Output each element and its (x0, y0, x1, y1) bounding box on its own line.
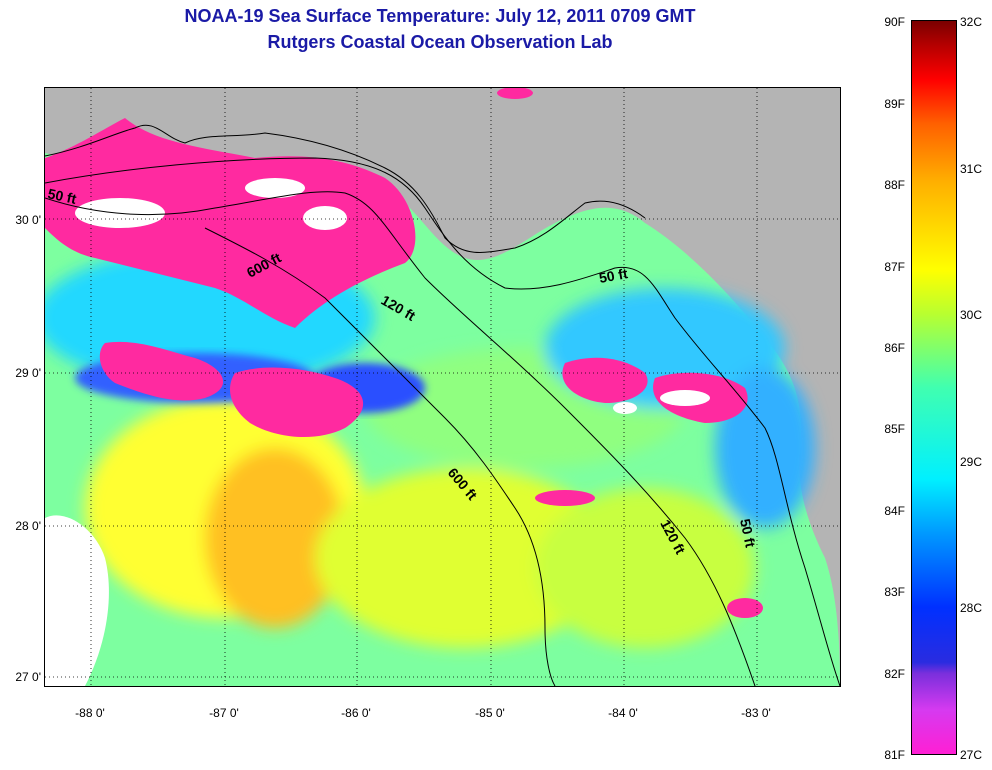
colorbar-c-label: 29C (960, 455, 983, 469)
coastal-cold-patch (727, 598, 763, 618)
sst-map: 50 ft 600 ft 120 ft 50 ft 600 ft 120 ft … (44, 87, 841, 687)
cloud-area (660, 390, 710, 406)
sst-map-canvas: 50 ft 600 ft 120 ft 50 ft 600 ft 120 ft … (45, 88, 840, 686)
colorbar-f-label: 85F (884, 422, 905, 436)
contour-120ft (45, 191, 756, 686)
coastal-cold-patch (497, 88, 533, 99)
contour-label: 50 ft (737, 517, 759, 549)
contour-50ft (45, 157, 840, 686)
longitude-label: -87 0' (209, 706, 239, 720)
colorbar-f-label: 89F (884, 97, 905, 111)
graticule (45, 88, 840, 686)
longitude-label: -85 0' (475, 706, 505, 720)
colorbar-c-label: 32C (960, 15, 983, 29)
colorbar-c-label: 31C (960, 162, 983, 176)
colorbar-f-label: 87F (884, 260, 905, 274)
cloud-area (245, 178, 305, 198)
cloud-area (613, 402, 637, 414)
longitude-label: -88 0' (75, 706, 105, 720)
cloud-area (303, 206, 347, 230)
coastal-cold-patch (562, 357, 648, 403)
coastal-cold-patch (230, 367, 364, 438)
contour-label: 50 ft (46, 185, 78, 207)
cloud-area (45, 515, 109, 686)
longitude-label: -86 0' (341, 706, 371, 720)
colorbar-c-label: 27C (960, 748, 983, 762)
colorbar-f-label: 86F (884, 341, 905, 355)
colorbar-f-label: 81F (884, 748, 905, 762)
colorbar-f-label: 90F (884, 15, 905, 29)
latitude-label: 27 0' (15, 670, 41, 684)
map-title: NOAA-19 Sea Surface Temperature: July 12… (184, 6, 696, 26)
colorbar-f-label: 82F (884, 667, 905, 681)
contour-600ft (204, 227, 556, 686)
coastline (45, 124, 646, 253)
colorbar-f-label: 84F (884, 504, 905, 518)
contour-label: 50 ft (598, 265, 629, 286)
colorbar-c-label: 30C (960, 308, 983, 322)
warm-water-zone (315, 468, 615, 648)
colorbar-f-label: 83F (884, 585, 905, 599)
coastal-cold-patch (45, 118, 416, 328)
longitude-label: -84 0' (608, 706, 638, 720)
latitude-label: 30 0' (15, 213, 41, 227)
warm-water-zone (535, 488, 755, 648)
depth-contours (45, 157, 840, 686)
latitude-label: 29 0' (15, 366, 41, 380)
colorbar-f-label: 88F (884, 178, 905, 192)
map-subtitle: Rutgers Coastal Ocean Observation Lab (267, 32, 613, 52)
latitude-label: 28 0' (15, 519, 41, 533)
coastal-cold-patch (99, 341, 224, 401)
warmest-water-zone (205, 448, 345, 628)
temperature-colorbar (911, 20, 957, 755)
longitude-label: -83 0' (741, 706, 771, 720)
colorbar-c-label: 28C (960, 601, 983, 615)
coastal-cold-patch (535, 490, 595, 506)
